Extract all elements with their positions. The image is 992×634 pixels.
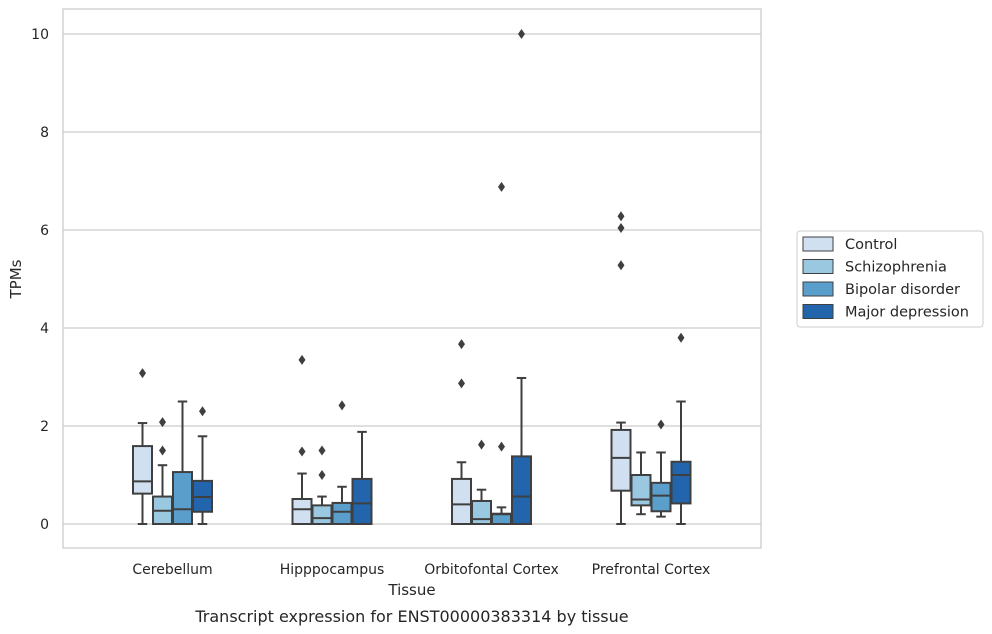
- x-tick-labels: Cerebellum Hipppocampus Orbitofontal Corte…: [132, 562, 710, 578]
- x-tick-label-2: Orbitofontal Cortex: [424, 562, 559, 578]
- y-tick-label-2: 4: [40, 321, 49, 337]
- outlier-point: [159, 445, 166, 456]
- outlier-point: [657, 419, 665, 430]
- box-body: [670, 460, 692, 505]
- y-tick-label-5: 10: [31, 27, 49, 43]
- box-body: [351, 477, 373, 526]
- y-tick-label-1: 2: [40, 419, 49, 435]
- outlier-point: [159, 417, 166, 428]
- x-axis-label: Tissue: [387, 581, 435, 599]
- outlier-point: [318, 470, 326, 480]
- box-body: [650, 481, 672, 513]
- outlier-point: [617, 223, 625, 234]
- box-0-3: [192, 406, 213, 525]
- box-1-3: [351, 430, 373, 526]
- box-body: [132, 445, 153, 495]
- box-0-0: [132, 368, 153, 525]
- outlier-point: [518, 29, 525, 39]
- legend: Control Schizophrenia Bipolar disorder Majo…: [796, 230, 984, 328]
- box-3-0: [610, 211, 632, 525]
- x-tick-label-0: Cerebellum: [132, 562, 212, 578]
- box-plots: [132, 29, 692, 526]
- legend-swatch-1: [802, 259, 834, 274]
- legend-swatch-3: [802, 304, 834, 319]
- outlier-point: [298, 446, 306, 457]
- box-body: [331, 501, 353, 525]
- outlier-point: [199, 406, 206, 417]
- box-body: [311, 504, 333, 526]
- outlier-point: [498, 181, 505, 192]
- box-body: [291, 498, 313, 526]
- box-3-3: [670, 332, 692, 525]
- y-tick-labels: 0 2 4 6 8 10: [31, 27, 49, 533]
- box-3-2: [650, 419, 672, 518]
- box-2-0: [451, 339, 472, 526]
- outlier-point: [478, 439, 485, 450]
- box-2-1: [471, 439, 492, 526]
- outlier-point: [498, 441, 505, 452]
- legend-label-0: Control: [845, 237, 897, 253]
- outlier-point: [139, 368, 146, 379]
- y-tick-label-4: 8: [40, 125, 49, 141]
- y-tick-label-3: 6: [40, 223, 49, 239]
- x-tick-label-1: Hipppocampus: [280, 562, 385, 578]
- chart-caption: Transcript expression for ENST0000038331…: [194, 607, 628, 626]
- outlier-point: [318, 445, 326, 456]
- outlier-point: [617, 260, 625, 271]
- outlier-point: [677, 332, 685, 343]
- outlier-point: [458, 378, 465, 389]
- y-axis-label: TPMs: [7, 259, 25, 299]
- box-0-2: [172, 400, 193, 525]
- box-1-1: [311, 445, 333, 526]
- box-body: [491, 512, 512, 526]
- outlier-point: [458, 339, 465, 350]
- box-body: [610, 428, 632, 492]
- legend-frame: [796, 230, 984, 328]
- box-2-3: [511, 29, 532, 526]
- outlier-point: [338, 400, 346, 411]
- outlier-point: [617, 211, 625, 222]
- box-body: [471, 499, 492, 526]
- plot-frame: [62, 8, 762, 549]
- legend-swatch-2: [802, 281, 834, 297]
- box-3-1: [630, 451, 652, 516]
- legend-label-3: Major depression: [845, 305, 969, 321]
- outlier-point: [298, 354, 306, 365]
- legend-swatch-0: [802, 236, 834, 252]
- box-0-1: [152, 417, 173, 525]
- box-body: [630, 474, 652, 507]
- box-2-2: [491, 181, 512, 526]
- box-body: [451, 477, 472, 526]
- box-1-2: [331, 400, 353, 525]
- gridlines: [63, 33, 761, 525]
- box-1-0: [291, 354, 313, 526]
- legend-label-2: Bipolar disorder: [845, 282, 960, 298]
- x-tick-label-3: Prefrontal Cortex: [592, 562, 711, 578]
- y-tick-label-0: 0: [40, 517, 49, 533]
- box-body: [172, 471, 193, 525]
- box-body: [511, 455, 532, 526]
- legend-label-1: Schizophrenia: [845, 260, 947, 276]
